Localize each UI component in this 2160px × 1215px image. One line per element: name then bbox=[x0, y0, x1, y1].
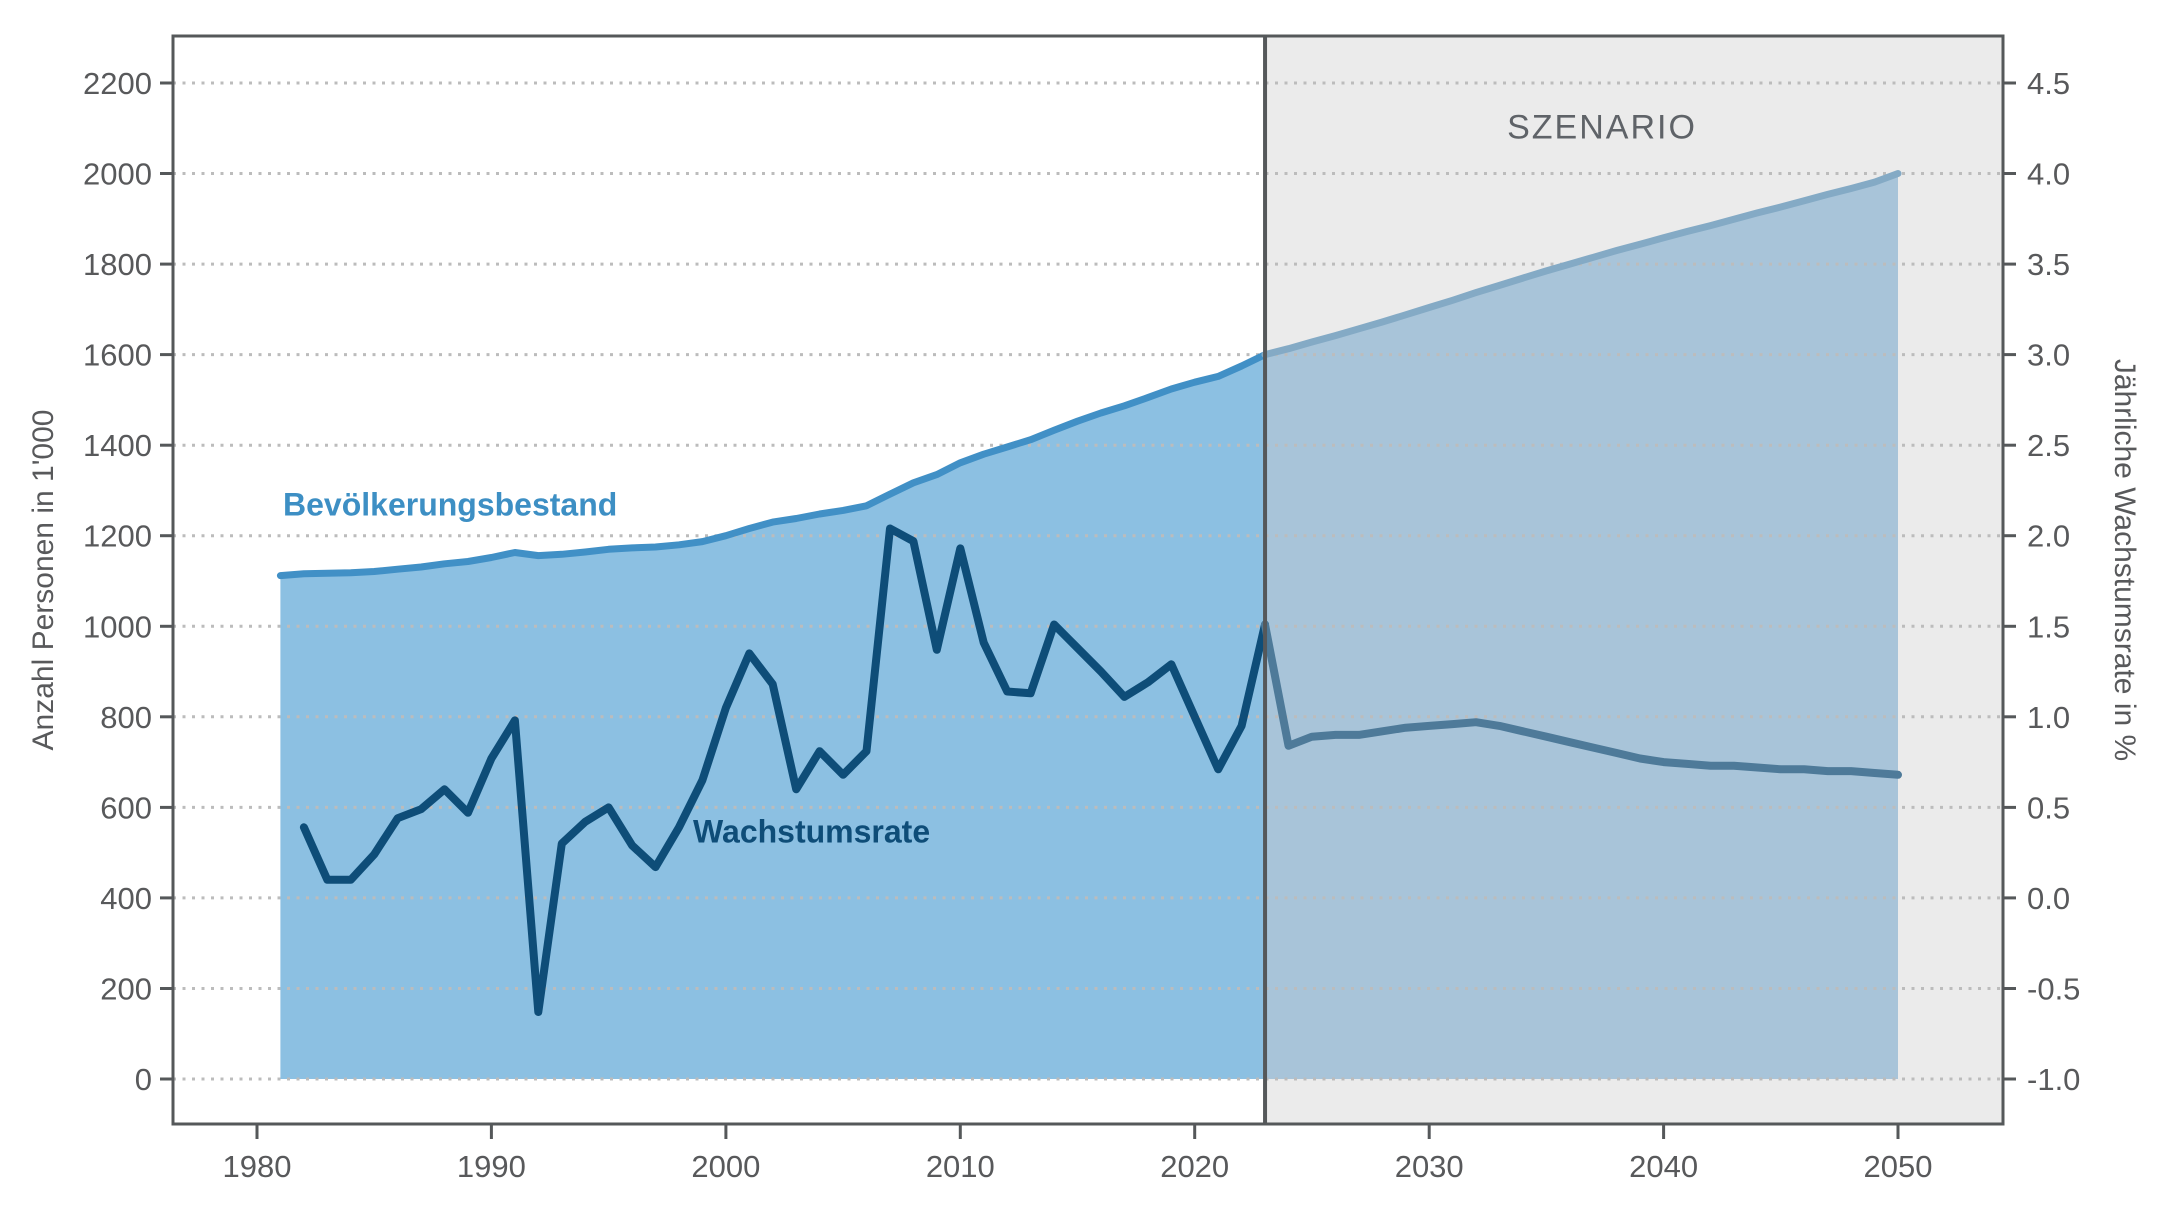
x-tick-label: 2040 bbox=[1629, 1149, 1698, 1184]
gridlines bbox=[173, 81, 2003, 1081]
x-tick-label: 2030 bbox=[1395, 1149, 1464, 1184]
x-tick-label: 2010 bbox=[926, 1149, 995, 1184]
x-tick-label: 1980 bbox=[223, 1149, 292, 1184]
series-label-bevoelkerungsbestand: Bevölkerungsbestand bbox=[283, 486, 618, 523]
y-left-tick-label: 1000 bbox=[83, 609, 152, 644]
y-axis-left-title: Anzahl Personen in 1'000 bbox=[27, 409, 60, 751]
y-left-tick-label: 1400 bbox=[83, 428, 152, 463]
population-line-historical bbox=[276, 351, 1269, 580]
y-right-tick-label: 0.5 bbox=[2027, 790, 2070, 825]
y-axis-right-title: Jährliche Wachstumsrate in % bbox=[2108, 358, 2141, 762]
y-right-tick-label: 4.5 bbox=[2027, 66, 2070, 101]
y-right-tick-label: -1.0 bbox=[2027, 1062, 2080, 1097]
x-tick-label: 2020 bbox=[1160, 1149, 1229, 1184]
y-right-tick-label: 3.5 bbox=[2027, 247, 2070, 282]
y-left-tick-label: 600 bbox=[100, 790, 152, 825]
y-left-tick-label: 1200 bbox=[83, 519, 152, 554]
y-left-tick-label: 1600 bbox=[83, 338, 152, 373]
population-line-scenario bbox=[1261, 170, 1902, 359]
series-label-wachstumsrate: Wachstumsrate bbox=[693, 813, 931, 850]
y-right-tick-label: -0.5 bbox=[2027, 972, 2080, 1007]
y-right-tick-label: 1.0 bbox=[2027, 700, 2070, 735]
y-right-tick-label: 4.0 bbox=[2027, 157, 2070, 192]
axis-ticks-and-labels: 1980 1990 2000 2010 2020 2030 2040 2050 0 200 400 6… bbox=[83, 66, 2080, 1184]
y-right-tick-label: 2.0 bbox=[2027, 519, 2070, 554]
x-tick-label: 2000 bbox=[691, 1149, 760, 1184]
plot-frame bbox=[171, 34, 2005, 1126]
scenario-region-title: SZENARIO bbox=[1507, 108, 1697, 147]
growth-rate-line-historical bbox=[299, 524, 1269, 1016]
y-left-tick-label: 0 bbox=[135, 1062, 152, 1097]
x-tick-label: 2050 bbox=[1864, 1149, 1933, 1184]
y-left-tick-label: 2200 bbox=[83, 66, 152, 101]
growth-rate-line-scenario bbox=[1261, 620, 1902, 779]
y-left-tick-label: 2000 bbox=[83, 157, 152, 192]
y-right-tick-label: 3.0 bbox=[2027, 338, 2070, 373]
x-tick-label: 1990 bbox=[457, 1149, 526, 1184]
y-left-tick-label: 1800 bbox=[83, 247, 152, 282]
y-right-tick-label: 2.5 bbox=[2027, 428, 2070, 463]
y-right-tick-label: 0.0 bbox=[2027, 881, 2070, 916]
y-left-tick-label: 200 bbox=[100, 972, 152, 1007]
y-left-tick-label: 400 bbox=[100, 881, 152, 916]
y-right-tick-label: 1.5 bbox=[2027, 609, 2070, 644]
y-left-tick-label: 800 bbox=[100, 700, 152, 735]
